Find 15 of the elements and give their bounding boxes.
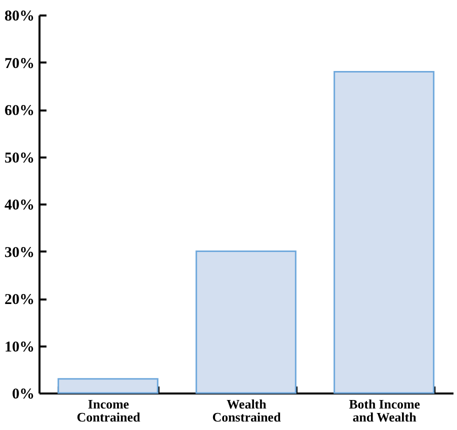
y-tick-label: 80%: [4, 8, 34, 24]
y-tick-label: 40%: [4, 198, 34, 214]
y-tick-label: 0%: [12, 386, 34, 402]
y-tick-label: 50%: [4, 150, 34, 166]
y-tick-label: 30%: [4, 244, 34, 261]
bar: [196, 250, 296, 394]
bar: [58, 378, 158, 394]
y-tick-label: 70%: [4, 56, 34, 72]
x-tick-label: Wealth Constrained: [212, 396, 282, 424]
x-tick-label: Both Income and Wealth: [348, 396, 420, 424]
bar: [334, 70, 434, 394]
y-tick-label: 60%: [4, 103, 34, 119]
y-tick-label: 10%: [4, 339, 34, 356]
y-tick-label: 20%: [4, 292, 34, 308]
x-tick-label: Income Contrained: [76, 396, 142, 424]
